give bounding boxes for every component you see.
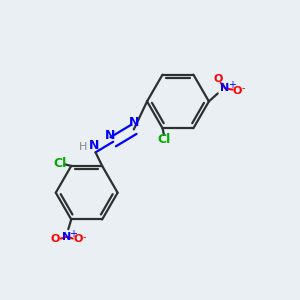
Text: N: N — [62, 232, 71, 242]
Text: N: N — [129, 116, 139, 129]
Text: N: N — [89, 140, 99, 152]
Text: O: O — [232, 85, 242, 95]
Text: O: O — [213, 74, 222, 84]
Text: N: N — [105, 129, 116, 142]
Text: -: - — [242, 83, 245, 93]
Text: N: N — [220, 83, 230, 93]
Text: O: O — [73, 235, 83, 244]
Text: O: O — [51, 235, 60, 244]
Text: H: H — [79, 142, 87, 152]
Text: Cl: Cl — [158, 133, 171, 146]
Text: +: + — [69, 229, 77, 238]
Text: -: - — [83, 232, 86, 242]
Text: Cl: Cl — [53, 157, 67, 170]
Text: +: + — [228, 80, 236, 90]
